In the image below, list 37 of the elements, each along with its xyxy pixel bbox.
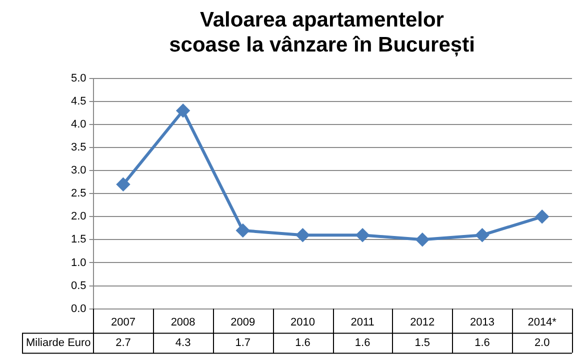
text: Miliarde Euro: [26, 336, 91, 349]
x-tick-label: 2009: [230, 316, 256, 328]
x-tick-label: 2007: [110, 316, 136, 328]
y-tick-label: 0.0: [70, 302, 86, 315]
y-tick-label: 0.5: [70, 280, 86, 292]
y-tick-label: 1.0: [70, 256, 86, 269]
data-label: 1.7: [235, 336, 251, 349]
y-tick-label: 4.5: [70, 95, 86, 108]
y-tick-label: 2.5: [70, 188, 86, 200]
x-tick-label: 2014*: [528, 316, 558, 328]
x-tick-label: 2010: [290, 316, 315, 328]
x-tick-label: 2011: [350, 316, 374, 328]
y-tick-label: 3.5: [70, 142, 86, 154]
point: [536, 210, 549, 224]
data-label: 4.3: [175, 336, 191, 349]
data-label: 2.7: [116, 336, 131, 349]
y-tick-label: 3.0: [70, 164, 86, 177]
data-label: 1.6: [354, 336, 370, 349]
x-tick-label: 2013: [470, 316, 494, 328]
point: [356, 228, 370, 242]
data-label: 1.5: [414, 336, 430, 349]
point: [176, 104, 190, 118]
y-tick-label: 5.0: [70, 72, 86, 84]
point: [416, 233, 429, 246]
point: [116, 178, 130, 191]
data-label: 1.6: [295, 336, 310, 349]
chart-title: Valoarea apartamentelor scoase la vânzare în București: [169, 8, 475, 57]
y-tick-label: 4.0: [70, 118, 86, 131]
point: [296, 228, 310, 242]
point: [236, 224, 250, 237]
x-tick-label: 2012: [410, 316, 435, 328]
y-tick-label: 1.5: [70, 234, 86, 246]
x-tick-label: 2008: [170, 316, 196, 328]
data-label: 2.0: [534, 336, 550, 349]
point: [476, 228, 489, 242]
data-label: 1.6: [474, 336, 490, 349]
y-tick-label: 2.0: [70, 210, 86, 223]
